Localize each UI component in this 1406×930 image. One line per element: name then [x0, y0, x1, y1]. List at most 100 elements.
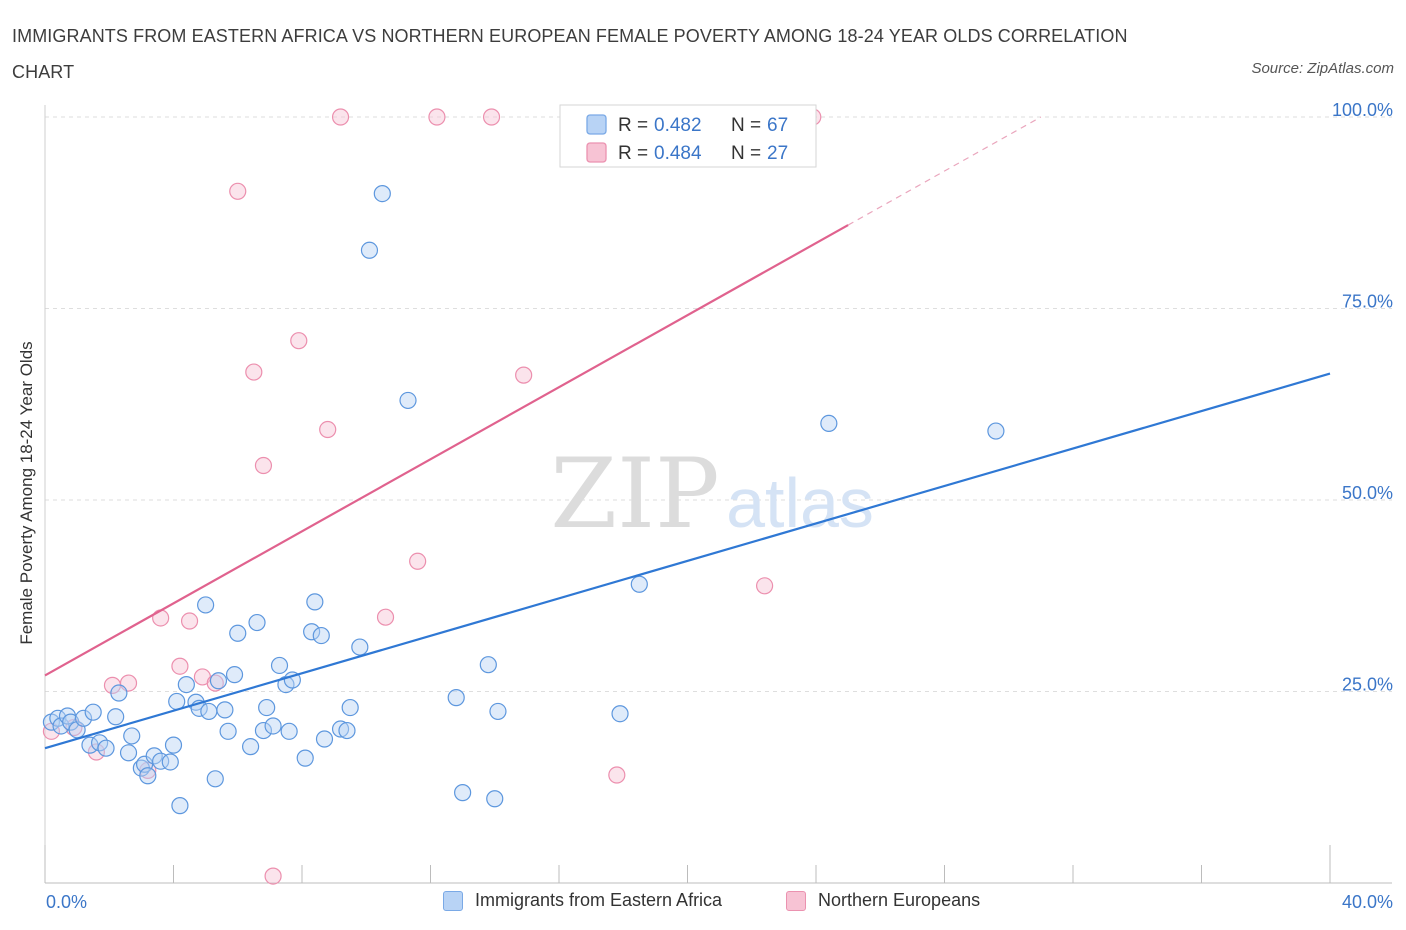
point-eastern-africa-59	[486, 790, 504, 808]
legend-item-eastern-africa: Immigrants from Eastern Africa	[443, 890, 722, 911]
legend-label-northern-europeans: Northern Europeans	[818, 890, 981, 910]
point-eastern-africa-32	[219, 722, 237, 740]
point-eastern-africa-45	[303, 623, 321, 641]
point-eastern-africa-39	[264, 717, 282, 735]
watermark-zip: ZIP	[550, 438, 719, 550]
point-northern-europeans-7	[171, 657, 189, 675]
point-eastern-africa-28	[200, 702, 218, 721]
point-eastern-africa-64	[987, 422, 1005, 440]
point-eastern-africa-34	[229, 624, 247, 642]
watermark: ZIP atlas	[550, 438, 874, 550]
point-northern-europeans-16	[319, 420, 337, 439]
point-northern-europeans-11	[229, 182, 247, 200]
legend-item-northern-europeans: Northern Europeans	[786, 890, 980, 911]
series-legend: Immigrants from Eastern Africa Northern …	[0, 886, 1406, 918]
point-eastern-africa-21	[164, 736, 183, 754]
y-tick-label-1: 50.0%	[1342, 483, 1393, 503]
x-tick-label-1: 40.0%	[1342, 892, 1393, 912]
trend-line-northern-europeans	[44, 224, 849, 677]
point-northern-europeans-8	[180, 612, 199, 630]
legend-r-label-1: R =	[618, 143, 648, 164]
y-tick-label-0: 25.0%	[1342, 675, 1393, 695]
legend-swatch-pink	[786, 890, 806, 911]
point-eastern-africa-8	[84, 703, 102, 721]
point-eastern-africa-24	[177, 676, 195, 694]
point-eastern-africa-6	[74, 709, 93, 727]
point-eastern-africa-2	[52, 717, 70, 735]
trend-line-northern-europeans-extension	[847, 116, 1042, 226]
point-northern-europeans-13	[254, 456, 273, 475]
point-northern-europeans-2	[87, 743, 106, 761]
point-northern-europeans-18	[376, 608, 395, 626]
legend-swatch-1	[586, 142, 607, 163]
point-eastern-africa-37	[254, 721, 273, 740]
point-northern-europeans-23	[608, 766, 626, 784]
point-northern-europeans-22	[515, 366, 533, 384]
y-tick-label-2: 75.0%	[1342, 292, 1393, 312]
series-eastern-africa	[42, 185, 1005, 815]
point-eastern-africa-55	[399, 391, 417, 410]
point-eastern-africa-29	[206, 770, 224, 788]
legend-r-label-0: R =	[618, 115, 648, 136]
legend-swatch-blue	[443, 890, 463, 911]
legend-label-eastern-africa: Immigrants from Eastern Africa	[475, 890, 723, 910]
point-eastern-africa-61	[611, 705, 629, 723]
point-eastern-africa-33	[225, 666, 244, 684]
trend-line-eastern-africa	[44, 372, 1331, 750]
point-northern-europeans-24	[755, 577, 774, 595]
point-eastern-africa-50	[338, 721, 356, 740]
correlation-legend: R = 0.482 N = 67 R = 0.484 N = 27	[559, 104, 817, 168]
point-eastern-africa-27	[197, 596, 215, 614]
legend-swatch-0	[586, 114, 607, 135]
point-northern-europeans-17	[331, 108, 350, 126]
point-northern-europeans-12	[245, 363, 263, 381]
point-eastern-africa-19	[152, 752, 170, 770]
point-eastern-africa-22	[171, 797, 189, 815]
point-eastern-africa-30	[209, 672, 228, 690]
point-eastern-africa-58	[479, 656, 497, 674]
gridlines	[45, 116, 1392, 692]
point-eastern-africa-54	[373, 185, 391, 203]
point-eastern-africa-60	[489, 702, 507, 721]
point-eastern-africa-12	[110, 684, 128, 702]
point-eastern-africa-36	[248, 613, 266, 632]
point-northern-europeans-6	[152, 609, 170, 627]
tick-labels: 25.0% 50.0% 75.0% 100.0% 0.0% 40.0%	[46, 100, 1393, 912]
point-northern-europeans-21	[482, 108, 501, 126]
point-northern-europeans-15	[290, 332, 308, 350]
point-eastern-africa-62	[630, 575, 648, 593]
point-eastern-africa-56	[447, 689, 465, 707]
legend-r-value-0: 0.482	[654, 115, 702, 136]
point-eastern-africa-31	[216, 701, 234, 719]
source-label: Source: ZipAtlas.com	[1251, 60, 1394, 77]
point-northern-europeans-10	[206, 674, 224, 692]
point-eastern-africa-35	[242, 738, 260, 756]
point-eastern-africa-11	[107, 708, 125, 726]
point-eastern-africa-38	[258, 698, 276, 717]
point-eastern-africa-13	[119, 744, 138, 762]
point-northern-europeans-19	[409, 552, 427, 570]
legend-n-label-1: N =	[731, 143, 761, 164]
point-eastern-africa-51	[341, 698, 359, 717]
legend-n-label-0: N =	[731, 115, 761, 136]
point-northern-europeans-20	[428, 108, 446, 126]
point-northern-europeans-14	[264, 867, 282, 885]
point-eastern-africa-14	[123, 727, 141, 745]
point-eastern-africa-57	[454, 784, 472, 802]
watermark-atlas: atlas	[726, 464, 874, 542]
point-eastern-africa-49	[331, 720, 350, 738]
point-eastern-africa-40	[270, 656, 289, 675]
legend-r-value-1: 0.484	[654, 143, 702, 164]
point-eastern-africa-63	[820, 414, 838, 432]
point-eastern-africa-53	[360, 241, 379, 259]
point-eastern-africa-52	[351, 638, 369, 656]
point-eastern-africa-47	[312, 626, 330, 645]
point-eastern-africa-42	[280, 722, 298, 740]
point-eastern-africa-46	[306, 593, 324, 611]
point-eastern-africa-20	[161, 753, 179, 771]
chart-title: IMMIGRANTS FROM EASTERN AFRICA VS NORTHE…	[12, 26, 1128, 82]
legend-n-value-0: 67	[767, 115, 788, 136]
point-eastern-africa-44	[296, 749, 314, 767]
point-eastern-africa-48	[315, 730, 334, 748]
